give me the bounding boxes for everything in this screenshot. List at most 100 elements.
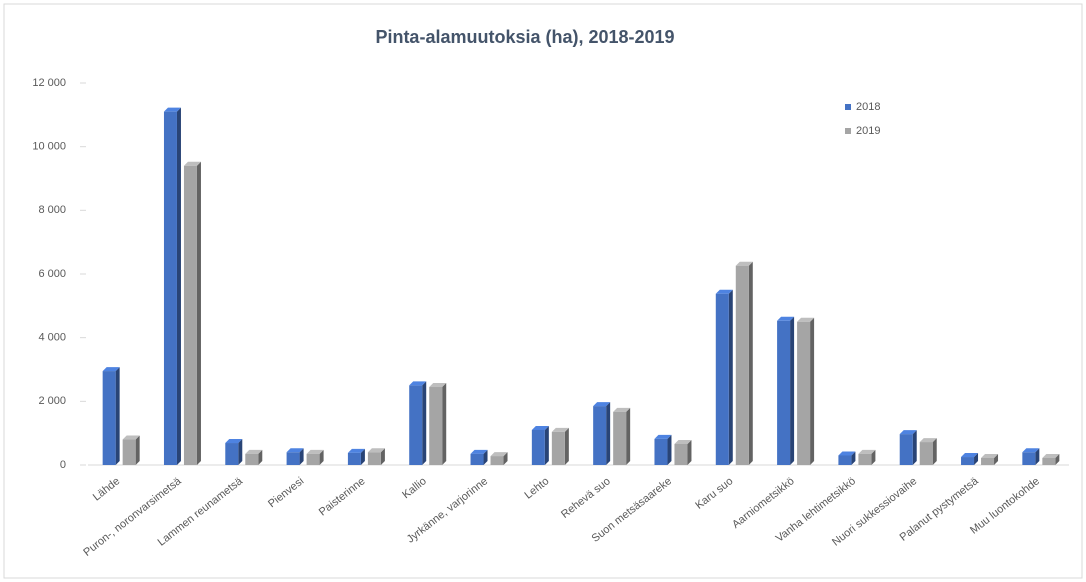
bar-side — [115, 367, 120, 465]
bar-side — [871, 449, 876, 465]
bar-side — [258, 449, 263, 465]
bar-top — [654, 434, 672, 439]
bar-side — [196, 161, 201, 465]
bar-side — [1035, 448, 1040, 465]
bar-side — [442, 383, 447, 465]
bar-top — [1022, 448, 1040, 453]
bar-top — [858, 449, 876, 454]
bar-side — [974, 453, 979, 465]
legend-label: 2019 — [856, 125, 880, 137]
bar-side — [728, 289, 733, 465]
bar-top — [777, 316, 795, 321]
bar-top — [674, 439, 692, 444]
bar-top — [183, 161, 201, 166]
bar-top — [797, 317, 815, 322]
chart-frame — [3, 3, 1083, 579]
bar-side — [238, 439, 243, 465]
bar-side — [626, 407, 631, 465]
bar — [777, 320, 791, 465]
bar-side — [932, 438, 937, 465]
bar — [163, 111, 177, 466]
bar — [225, 443, 239, 465]
y-tick-label: 8 000 — [38, 204, 66, 216]
bar — [593, 406, 607, 465]
bar — [245, 453, 259, 465]
bar-top — [735, 261, 753, 266]
y-tick-label: 4 000 — [38, 332, 66, 344]
bar-top — [981, 453, 999, 458]
bar-side — [176, 107, 181, 466]
bar-top — [838, 451, 856, 456]
bar-top — [429, 383, 447, 388]
bar-side — [380, 448, 385, 465]
bar-top — [613, 407, 631, 412]
bar — [797, 321, 811, 465]
bar — [838, 455, 852, 465]
bar — [1042, 457, 1056, 465]
bar-top — [163, 107, 181, 112]
bar-top — [490, 452, 508, 457]
bar-top — [102, 367, 120, 372]
bar-side — [1055, 453, 1060, 465]
bar — [899, 434, 913, 465]
bar — [613, 411, 627, 465]
bar — [183, 165, 197, 465]
bar — [122, 439, 136, 465]
bar — [286, 452, 300, 465]
chart-title: Pinta-alamuutoksia (ha), 2018-2019 — [375, 27, 674, 47]
legend-label: 2018 — [856, 101, 880, 113]
y-tick-label: 12 000 — [32, 77, 66, 89]
bar-top — [409, 381, 427, 386]
y-tick-label: 10 000 — [32, 141, 66, 153]
bar-side — [851, 451, 856, 465]
bar-side — [667, 434, 672, 465]
bar — [735, 265, 749, 465]
bar — [551, 431, 565, 465]
bar-top — [245, 449, 263, 454]
bar-side — [790, 316, 795, 465]
bar — [367, 452, 381, 465]
bar-side — [483, 449, 488, 465]
bar-side — [360, 448, 365, 465]
legend-swatch — [845, 104, 851, 110]
bar — [715, 293, 729, 465]
bar-top — [593, 402, 611, 407]
bar — [306, 453, 320, 465]
bar-side — [912, 430, 917, 465]
bar — [961, 457, 975, 465]
bar-top — [286, 448, 304, 453]
bar-top — [961, 453, 979, 458]
y-tick-label: 0 — [60, 459, 66, 471]
bar — [470, 453, 484, 465]
legend-swatch — [845, 128, 851, 134]
bar — [347, 452, 361, 465]
bar — [490, 456, 504, 465]
bar-top — [347, 448, 365, 453]
bar-top — [367, 448, 385, 453]
bar-top — [1042, 453, 1060, 458]
bar — [1022, 452, 1036, 465]
bar-side — [994, 453, 999, 465]
bar-side — [687, 439, 692, 465]
y-tick-label: 6 000 — [38, 268, 66, 280]
bar-top — [551, 427, 569, 432]
bar-side — [503, 452, 508, 465]
y-tick-label: 2 000 — [38, 395, 66, 407]
bar — [674, 443, 688, 465]
bar-top — [470, 449, 488, 454]
bar-side — [319, 449, 324, 465]
bar — [531, 429, 545, 465]
bar — [102, 371, 116, 465]
bar-top — [306, 449, 324, 454]
bar-side — [748, 261, 753, 465]
bar-side — [544, 425, 549, 465]
bar — [654, 438, 668, 465]
bar-top — [899, 430, 917, 435]
bar-top — [919, 438, 937, 443]
bar-side — [810, 317, 815, 465]
bar — [429, 387, 443, 465]
bar-side — [299, 448, 304, 465]
bar-side — [135, 435, 140, 465]
bar — [981, 457, 995, 465]
